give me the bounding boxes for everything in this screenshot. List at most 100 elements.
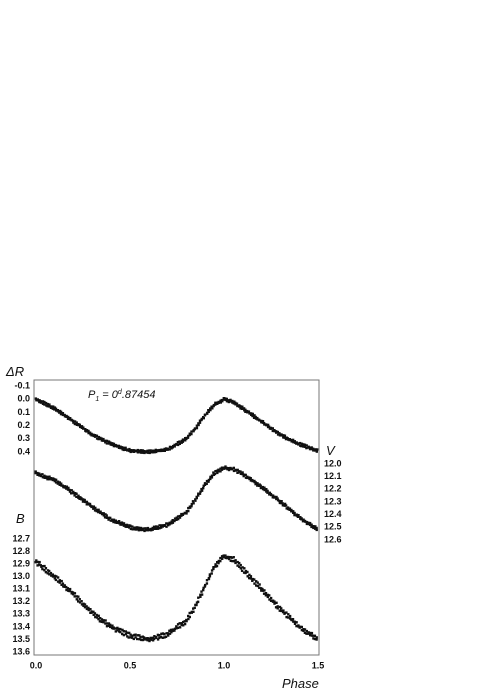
data-point-series-0: [275, 430, 278, 433]
data-point-series-0: [119, 446, 122, 450]
data-point-series-1: [312, 525, 315, 528]
data-point-series-0: [198, 421, 202, 424]
data-point-series-1: [217, 468, 220, 471]
data-point-series-1: [48, 478, 51, 481]
data-point-series-1: [261, 485, 264, 489]
data-point-series-1: [51, 478, 55, 482]
data-point-series-2: [210, 572, 213, 575]
data-point-series-0: [48, 405, 51, 408]
data-point-series-0: [97, 437, 100, 441]
data-point-series-2: [73, 592, 77, 595]
data-point-series-0: [36, 399, 40, 402]
data-point-series-2: [168, 632, 172, 635]
data-point-series-2: [138, 638, 141, 641]
delta-r-axis-title: ΔR: [5, 364, 24, 379]
data-point-series-0: [241, 405, 244, 408]
data-point-series-2: [166, 632, 170, 635]
data-point-series-1: [279, 501, 283, 505]
data-point-series-1: [131, 528, 134, 531]
period-superscript: d: [118, 389, 123, 396]
data-point-series-1: [246, 476, 249, 480]
data-point-series-2: [176, 626, 180, 629]
data-point-series-0: [298, 441, 302, 445]
data-point-series-2: [56, 576, 60, 579]
data-point-series-2: [66, 587, 69, 590]
data-point-series-1: [203, 483, 207, 486]
data-point-series-0: [178, 440, 181, 443]
data-point-series-1: [207, 480, 210, 483]
data-point-series-2: [249, 577, 253, 580]
data-point-series-2: [246, 570, 249, 574]
data-point-series-2: [239, 563, 242, 567]
data-point-series-2: [87, 606, 90, 610]
data-point-series-1: [163, 524, 166, 527]
data-point-series-1: [58, 481, 61, 484]
data-point-series-1: [115, 521, 119, 524]
data-point-series-1: [75, 492, 78, 495]
data-point-series-0: [197, 423, 200, 427]
data-point-series-1: [95, 509, 98, 513]
data-point-series-1: [222, 467, 225, 470]
delta-r-tick-label: 0.1: [17, 407, 30, 417]
data-point-series-1: [36, 473, 39, 476]
data-point-series-0: [234, 401, 237, 405]
data-point-series-2: [278, 609, 281, 612]
data-point-series-2: [227, 555, 230, 559]
data-point-series-2: [117, 627, 120, 631]
data-point-series-0: [195, 424, 199, 427]
data-point-series-1: [171, 519, 174, 522]
data-point-series-0: [265, 424, 268, 427]
data-point-series-1: [195, 496, 198, 500]
data-point-series-2: [65, 585, 68, 589]
data-point-series-2: [109, 623, 112, 626]
data-point-series-0: [280, 434, 283, 437]
data-point-series-1: [210, 476, 214, 479]
data-point-series-1: [234, 469, 237, 472]
data-point-series-2: [291, 618, 295, 621]
data-point-series-2: [35, 559, 38, 562]
data-point-series-2: [230, 556, 234, 559]
data-point-series-1: [114, 521, 117, 524]
data-point-series-1: [293, 511, 296, 515]
data-point-series-1: [43, 476, 46, 479]
data-point-series-1: [70, 489, 73, 492]
data-point-series-0: [282, 436, 285, 439]
data-point-series-2: [283, 612, 286, 615]
data-point-series-0: [84, 428, 87, 431]
data-point-series-1: [151, 528, 154, 531]
data-point-series-2: [281, 610, 285, 614]
data-point-series-1: [210, 474, 214, 477]
data-point-series-0: [171, 446, 174, 449]
data-point-series-1: [286, 507, 290, 511]
data-point-series-2: [239, 567, 242, 570]
data-point-series-2: [116, 629, 119, 632]
data-point-series-1: [288, 507, 292, 510]
data-point-series-0: [117, 444, 120, 448]
data-point-series-2: [313, 637, 317, 641]
data-point-series-2: [263, 589, 266, 592]
data-point-series-2: [78, 598, 81, 601]
data-point-series-0: [65, 415, 68, 418]
data-point-series-2: [190, 611, 193, 614]
data-point-series-2: [285, 615, 288, 619]
data-point-series-2: [107, 622, 111, 625]
data-point-series-0: [75, 423, 79, 426]
data-point-series-0: [160, 449, 163, 453]
data-point-series-1: [180, 514, 183, 517]
data-point-series-0: [221, 400, 224, 403]
data-point-series-2: [82, 604, 85, 607]
data-point-series-2: [75, 595, 78, 598]
data-point-series-0: [203, 414, 207, 417]
data-point-series-0: [43, 400, 46, 404]
data-point-series-0: [172, 444, 175, 448]
data-point-series-0: [168, 448, 171, 451]
data-point-series-1: [120, 521, 124, 524]
data-point-series-1: [288, 508, 291, 511]
data-point-series-0: [109, 443, 112, 446]
data-points: [34, 397, 319, 643]
data-point-series-1: [200, 489, 204, 492]
data-point-series-2: [219, 556, 222, 560]
data-point-series-0: [79, 425, 82, 429]
data-point-series-0: [168, 445, 172, 449]
data-point-series-1: [97, 510, 100, 514]
